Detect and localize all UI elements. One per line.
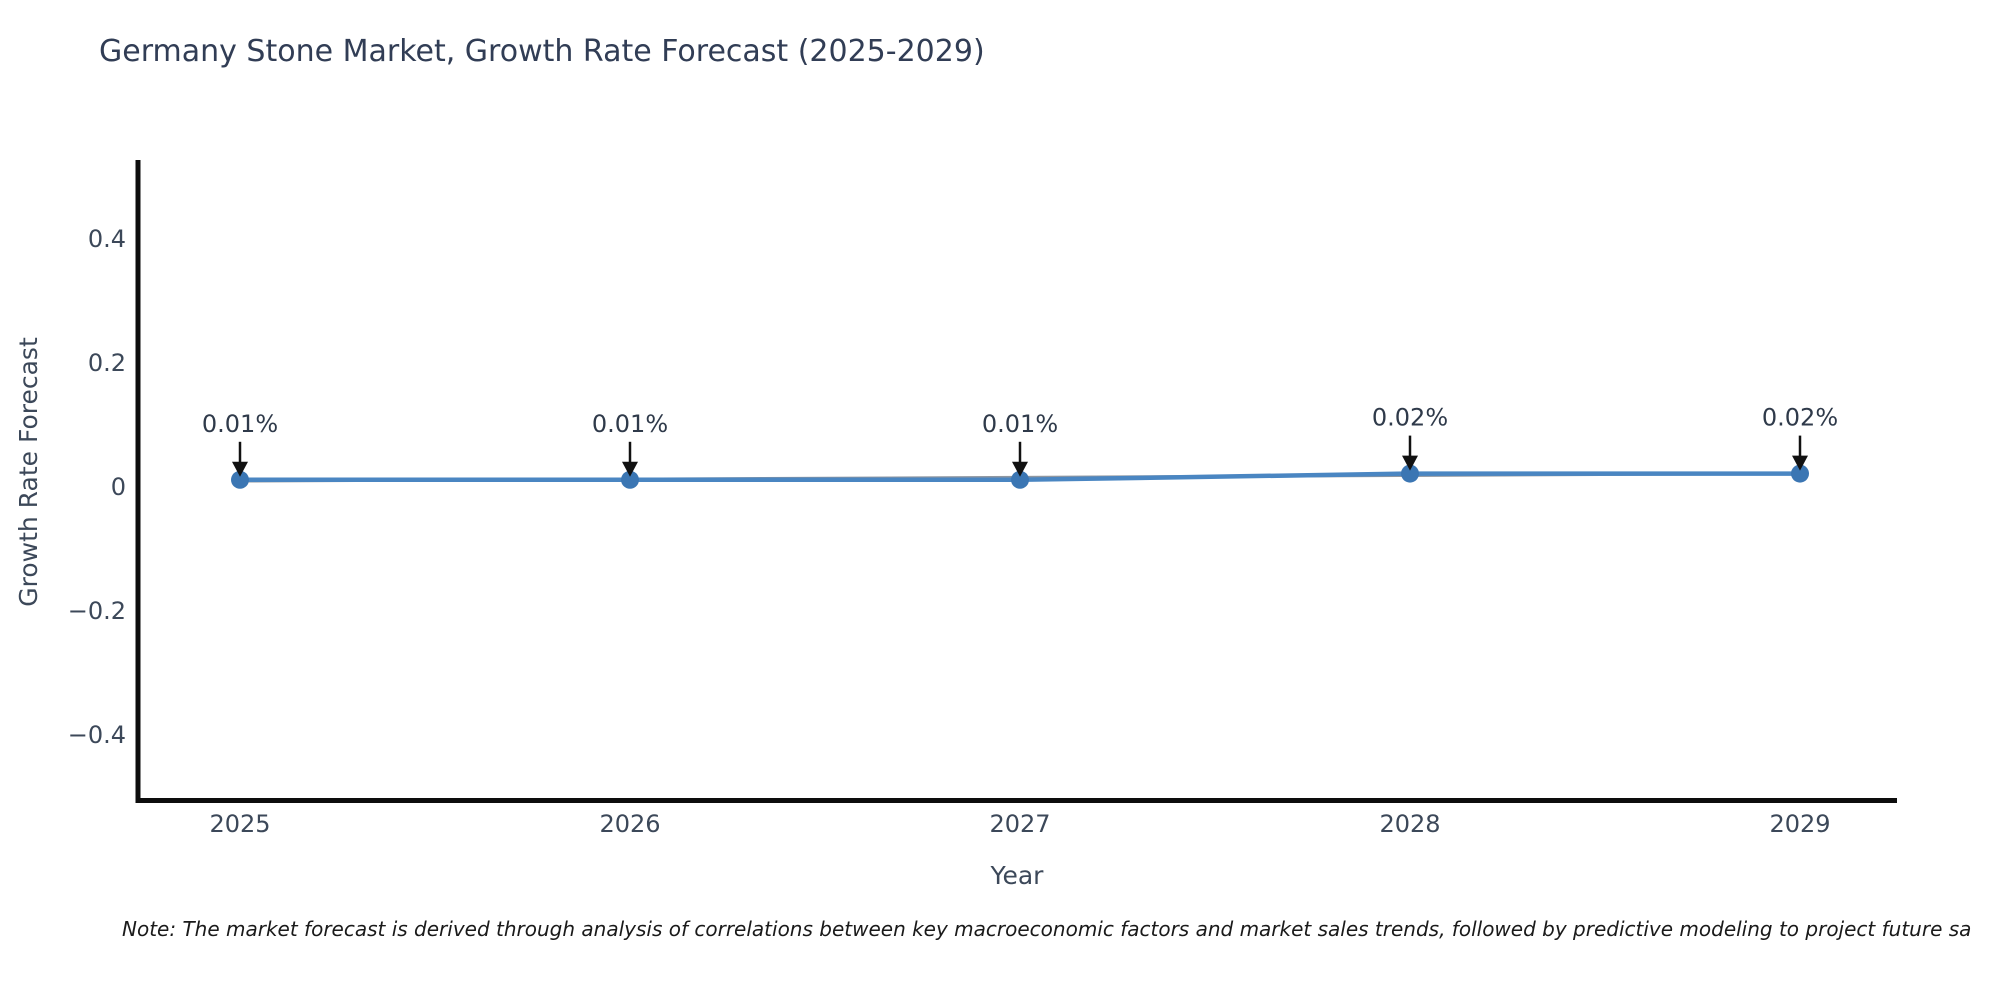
x-axis-title: Year <box>990 861 1044 890</box>
data-point-marker <box>1011 470 1029 489</box>
annotation-arrowhead-icon <box>1402 455 1418 471</box>
data-point-marker <box>231 470 249 489</box>
x-tick-label: 2025 <box>209 810 270 838</box>
annotation-arrowhead-icon <box>1792 455 1808 471</box>
data-point-marker <box>1791 464 1809 483</box>
x-tick-label: 2027 <box>989 810 1050 838</box>
x-tick-label: 2028 <box>1379 810 1440 838</box>
y-tick-label: −0.2 <box>68 597 126 625</box>
y-tick-label: 0.4 <box>88 225 126 253</box>
annotation-label: 0.01% <box>592 410 668 438</box>
annotation-arrowhead-icon <box>232 461 248 477</box>
x-tick-label: 2026 <box>599 810 660 838</box>
annotation-arrowhead-icon <box>622 461 638 477</box>
annotation-label: 0.02% <box>1372 404 1448 432</box>
annotation-arrowhead-icon <box>1012 461 1028 477</box>
annotation-label: 0.02% <box>1762 404 1838 432</box>
chart-title: Germany Stone Market, Growth Rate Foreca… <box>99 34 985 69</box>
annotation-label: 0.01% <box>982 410 1058 438</box>
annotation-label: 0.01% <box>202 410 278 438</box>
data-point-marker <box>621 470 639 489</box>
y-tick-label: 0 <box>111 473 126 501</box>
data-point-marker <box>1401 464 1419 483</box>
footnote: Note: The market forecast is derived thr… <box>122 917 1972 941</box>
y-tick-label: 0.2 <box>88 349 126 377</box>
y-tick-label: −0.4 <box>68 721 126 749</box>
x-tick-label: 2029 <box>1769 810 1830 838</box>
